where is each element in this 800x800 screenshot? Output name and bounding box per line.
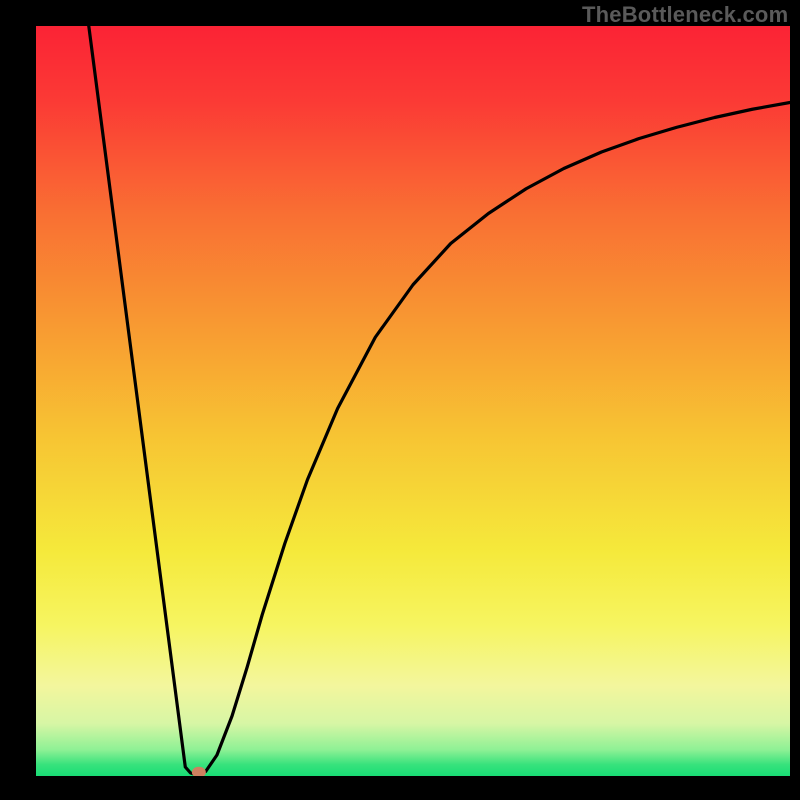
gradient-background [36, 26, 790, 776]
watermark-text: TheBottleneck.com [582, 2, 788, 28]
plot-svg [36, 26, 790, 776]
frame-right [790, 0, 800, 800]
frame-left [0, 0, 36, 800]
plot-area [36, 26, 790, 776]
frame-bottom [0, 776, 800, 800]
